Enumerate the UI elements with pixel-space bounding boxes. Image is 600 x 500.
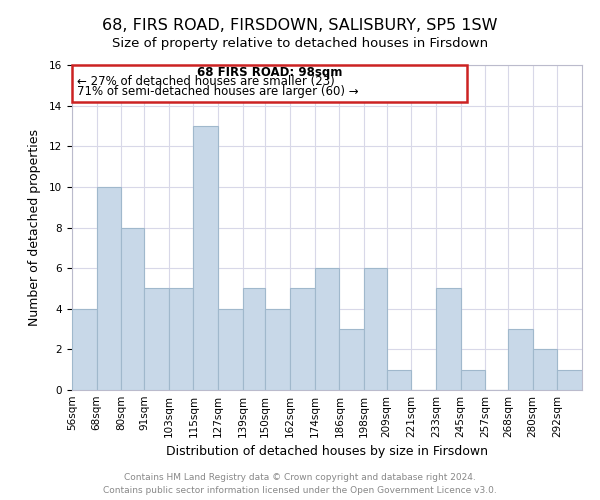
Bar xyxy=(144,288,169,390)
Bar xyxy=(121,228,144,390)
Bar xyxy=(97,187,121,390)
Bar xyxy=(193,126,218,390)
X-axis label: Distribution of detached houses by size in Firsdown: Distribution of detached houses by size … xyxy=(166,446,488,458)
Text: ← 27% of detached houses are smaller (23): ← 27% of detached houses are smaller (23… xyxy=(77,74,335,88)
Bar xyxy=(72,308,97,390)
Text: 71% of semi-detached houses are larger (60) →: 71% of semi-detached houses are larger (… xyxy=(77,85,359,98)
Bar xyxy=(461,370,485,390)
Bar xyxy=(557,370,582,390)
Bar xyxy=(533,350,557,390)
FancyBboxPatch shape xyxy=(72,65,467,102)
Bar xyxy=(364,268,386,390)
Bar xyxy=(290,288,314,390)
Bar xyxy=(436,288,461,390)
Text: Size of property relative to detached houses in Firsdown: Size of property relative to detached ho… xyxy=(112,38,488,51)
Bar xyxy=(218,308,242,390)
Text: 68 FIRS ROAD: 98sqm: 68 FIRS ROAD: 98sqm xyxy=(197,66,342,78)
Bar xyxy=(169,288,193,390)
Bar xyxy=(314,268,340,390)
Bar xyxy=(242,288,265,390)
Bar xyxy=(265,308,290,390)
Bar xyxy=(340,329,364,390)
Text: 68, FIRS ROAD, FIRSDOWN, SALISBURY, SP5 1SW: 68, FIRS ROAD, FIRSDOWN, SALISBURY, SP5 … xyxy=(102,18,498,32)
Bar xyxy=(508,329,533,390)
Bar xyxy=(386,370,412,390)
Text: Contains HM Land Registry data © Crown copyright and database right 2024.
Contai: Contains HM Land Registry data © Crown c… xyxy=(103,473,497,495)
Y-axis label: Number of detached properties: Number of detached properties xyxy=(28,129,41,326)
